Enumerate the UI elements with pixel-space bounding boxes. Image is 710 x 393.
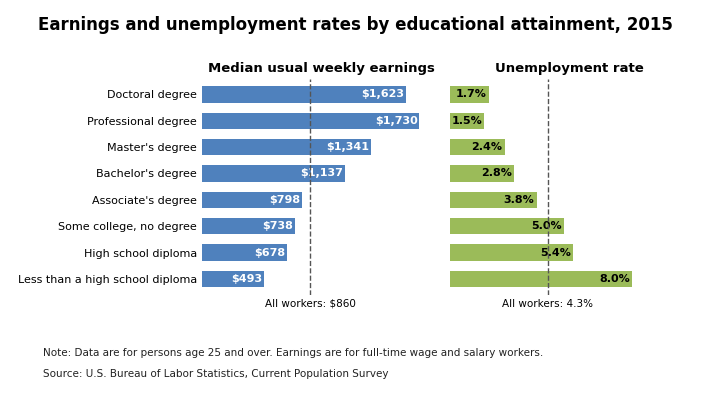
Text: 5.4%: 5.4% [540, 248, 571, 257]
Text: $738: $738 [262, 221, 293, 231]
Bar [450, 271, 632, 287]
Title: Median usual weekly earnings: Median usual weekly earnings [208, 62, 435, 75]
Bar [450, 86, 489, 103]
Bar [202, 218, 295, 234]
Bar [450, 192, 537, 208]
Bar [450, 139, 505, 155]
Bar [450, 165, 514, 182]
Bar [202, 271, 264, 287]
Text: 8.0%: 8.0% [599, 274, 630, 284]
Text: Source: U.S. Bureau of Labor Statistics, Current Population Survey: Source: U.S. Bureau of Labor Statistics,… [43, 369, 388, 379]
Text: 5.0%: 5.0% [531, 221, 562, 231]
Text: 2.8%: 2.8% [481, 169, 512, 178]
Bar [202, 86, 406, 103]
Bar [202, 139, 371, 155]
Bar [202, 165, 345, 182]
Text: 2.4%: 2.4% [471, 142, 503, 152]
Text: $1,137: $1,137 [300, 169, 343, 178]
Text: All workers: 4.3%: All workers: 4.3% [503, 299, 594, 309]
Text: Note: Data are for persons age 25 and over. Earnings are for full-time wage and : Note: Data are for persons age 25 and ov… [43, 348, 543, 358]
Text: 1.5%: 1.5% [452, 116, 482, 126]
Text: $493: $493 [231, 274, 262, 284]
Text: $798: $798 [270, 195, 300, 205]
Bar [202, 113, 420, 129]
Text: All workers: $860: All workers: $860 [265, 299, 356, 309]
Text: $1,730: $1,730 [375, 116, 417, 126]
Title: Unemployment rate: Unemployment rate [495, 62, 644, 75]
Text: Earnings and unemployment rates by educational attainment, 2015: Earnings and unemployment rates by educa… [38, 16, 672, 34]
Text: 1.7%: 1.7% [456, 90, 486, 99]
Bar [450, 244, 573, 261]
Bar [450, 113, 484, 129]
Text: $1,623: $1,623 [361, 90, 404, 99]
Bar [202, 192, 302, 208]
Text: 3.8%: 3.8% [503, 195, 535, 205]
Text: $678: $678 [254, 248, 285, 257]
Bar [450, 218, 564, 234]
Text: $1,341: $1,341 [326, 142, 368, 152]
Bar [202, 244, 288, 261]
